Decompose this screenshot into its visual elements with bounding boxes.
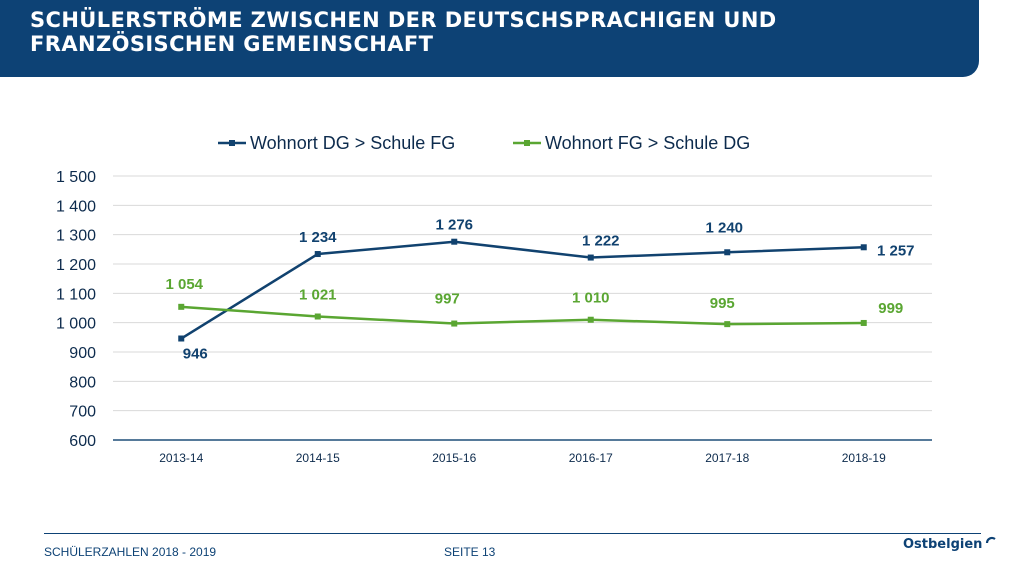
data-point <box>587 254 594 261</box>
legend-marker <box>229 140 235 146</box>
x-tick-label: 2013-14 <box>159 451 203 465</box>
x-tick-label: 2015-16 <box>432 451 476 465</box>
data-label: 1 257 <box>877 242 915 259</box>
data-labels: 946 1 234 1 276 1 222 1 240 1 257 1 054 1 021 99… <box>165 217 914 363</box>
data-label: 997 <box>435 291 460 308</box>
chart-legend: Wohnort DG > Schule FG Wohnort FG > Schul… <box>218 133 750 153</box>
y-tick-label: 600 <box>69 433 96 450</box>
data-point <box>587 316 594 323</box>
series-line <box>180 240 864 340</box>
data-point <box>451 320 458 327</box>
data-label: 1 010 <box>572 290 610 307</box>
ostbelgien-logo: Ostbelgien <box>903 536 997 552</box>
data-point <box>178 303 185 310</box>
data-label: 1 234 <box>299 229 337 246</box>
logo-mark-icon <box>986 536 997 543</box>
line-chart: 600 700 800 900 1 000 1 100 1 200 1 300 1 400 1 5… <box>56 133 932 465</box>
y-axis-tick-labels: 600 700 800 900 1 000 1 100 1 200 1 300 1 400 1 5… <box>56 169 96 450</box>
y-tick-label: 1 500 <box>56 169 96 186</box>
data-label: 1 021 <box>299 287 337 304</box>
x-axis-tick-labels: 2013-14 2014-15 2015-16 2016-17 2017-18 2018-… <box>159 451 886 465</box>
series-line <box>181 305 864 326</box>
y-tick-label: 1 100 <box>56 286 96 303</box>
data-point <box>860 244 867 251</box>
y-tick-label: 700 <box>69 404 96 421</box>
data-point <box>178 335 185 342</box>
data-label: 1 276 <box>435 217 473 234</box>
x-tick-label: 2018-19 <box>842 451 886 465</box>
logo-wordmark: Ostbelgien <box>903 537 983 552</box>
y-tick-label: 900 <box>69 345 96 362</box>
chart-gridlines <box>113 175 932 441</box>
data-point <box>314 313 321 320</box>
data-label: 995 <box>710 295 735 312</box>
legend-entry: Wohnort DG > Schule FG <box>250 133 455 153</box>
y-tick-label: 1 400 <box>56 198 96 215</box>
y-tick-label: 1 000 <box>56 316 96 333</box>
page-title: SCHÜLERSTRÖME ZWISCHEN DER DEUTSCHSPRACH… <box>30 8 777 56</box>
data-label: 1 054 <box>165 276 203 293</box>
data-point <box>724 321 731 328</box>
legend-marker <box>524 140 530 146</box>
y-tick-label: 1 300 <box>56 228 96 245</box>
data-label: 1 240 <box>705 219 743 236</box>
chart-series <box>178 238 867 342</box>
x-tick-label: 2017-18 <box>705 451 749 465</box>
y-tick-label: 1 200 <box>56 257 96 274</box>
x-tick-label: 2016-17 <box>569 451 613 465</box>
y-tick-label: 800 <box>69 374 96 391</box>
data-label: 1 222 <box>582 233 620 250</box>
data-label: 946 <box>183 346 208 363</box>
data-point <box>860 319 867 326</box>
data-label: 999 <box>878 300 903 317</box>
data-point <box>451 238 458 245</box>
legend-entry: Wohnort FG > Schule DG <box>545 133 750 153</box>
footer-divider <box>44 533 981 534</box>
x-tick-label: 2014-15 <box>296 451 340 465</box>
header-bar: SCHÜLERSTRÖME ZWISCHEN DER DEUTSCHSPRACH… <box>0 0 979 77</box>
data-point <box>724 249 731 256</box>
footer-page-number: SEITE 13 <box>444 545 496 559</box>
footer-document-title: SCHÜLERZAHLEN 2018 - 2019 <box>44 545 217 559</box>
data-point <box>314 251 321 258</box>
